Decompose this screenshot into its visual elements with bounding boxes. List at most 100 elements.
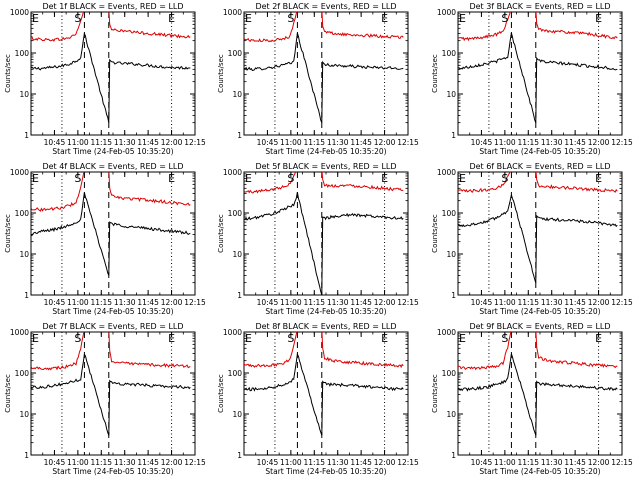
panel-det-5: Det 5f BLACK = Events, RED = LLD 1 10 100 10… [217,162,419,316]
x-tick-label: 11:45 [564,138,586,147]
x-tick-label: 12:15 [611,458,633,467]
y-tick-label: 10 [446,250,456,259]
y-tick-label: 1000 [437,8,456,17]
y-tick-label: 100 [228,49,243,58]
x-tick-label: 12:00 [588,458,610,467]
x-tick-label: 11:15 [517,138,539,147]
y-axis-label: Counts/sec [431,214,439,253]
x-tick-label: 11:45 [350,458,372,467]
y-tick-label: 10 [19,410,29,419]
x-tick-label: 11:30 [114,458,136,467]
x-axis-label: Start Time (24-Feb-05 10:35:20) [479,307,600,316]
time-marker-e: E [32,12,39,25]
time-marker-e: E [32,172,39,185]
x-tick-label: 12:15 [397,138,419,147]
x-tick-label: 11:00 [67,138,89,147]
series-line-lld [458,12,618,42]
y-tick-label: 10 [446,410,456,419]
y-tick-label: 10 [19,250,29,259]
x-tick-label: 11:15 [517,458,539,467]
time-marker-s: S [501,332,508,345]
panel-title: Det 5f BLACK = Events, RED = LLD [255,162,396,171]
plot-frame [243,11,409,136]
panel-title: Det 4f BLACK = Events, RED = LLD [42,162,183,171]
x-tick-label: 12:00 [161,458,183,467]
x-tick-label: 11:00 [280,458,302,467]
x-tick-label: 11:15 [303,298,325,307]
x-axis-label: Start Time (24-Feb-05 10:35:20) [479,467,600,476]
x-tick-label: 12:15 [397,458,419,467]
y-tick-label: 10 [446,90,456,99]
x-tick-label: 11:15 [90,298,112,307]
x-tick-label: 10:45 [471,458,493,467]
plot-frame [457,11,623,136]
y-tick-label: 100 [15,209,30,218]
panel-det-8: Det 8f BLACK = Events, RED = LLD 1 10 100 10… [217,322,419,476]
series-line-lld [31,332,191,371]
x-tick-label: 12:00 [161,138,183,147]
x-axis-label: Start Time (24-Feb-05 10:35:20) [52,147,173,156]
y-tick-label: 1000 [437,328,456,337]
series-line-lld [458,172,618,193]
y-tick-label: 1 [237,131,242,140]
time-marker-e: E [595,332,602,345]
x-axis-label: Start Time (24-Feb-05 10:35:20) [265,307,386,316]
x-tick-label: 11:00 [280,138,302,147]
plot-frame [457,331,623,456]
time-marker-e: E [168,172,175,185]
time-marker-e: E [32,332,39,345]
x-tick-label: 11:30 [541,138,563,147]
series-line-lld [244,172,404,194]
series-line-events [458,32,618,123]
y-axis-label: Counts/sec [4,54,12,93]
time-marker-s: S [501,12,508,25]
x-tick-label: 12:00 [374,458,396,467]
time-marker-e: E [459,12,466,25]
time-marker-e: E [381,12,388,25]
x-tick-label: 12:15 [611,298,633,307]
y-axis-label: Counts/sec [217,374,225,413]
x-tick-label: 12:15 [184,138,206,147]
series-line-lld [31,12,191,43]
x-tick-label: 12:00 [588,298,610,307]
x-tick-label: 12:15 [184,298,206,307]
panel-title: Det 9f BLACK = Events, RED = LLD [469,322,610,331]
time-marker-s: S [287,332,294,345]
x-tick-label: 12:15 [611,138,633,147]
time-marker-s: S [74,12,81,25]
x-tick-label: 11:45 [564,298,586,307]
y-tick-label: 10 [232,410,242,419]
series-line-events [244,33,404,123]
series-line-events [31,192,191,276]
time-marker-e: E [168,332,175,345]
y-tick-label: 1 [451,291,456,300]
y-tick-label: 1000 [10,168,29,177]
x-tick-label: 11:00 [280,298,302,307]
time-marker-e: E [459,172,466,185]
y-tick-label: 1000 [10,328,29,337]
panel-title: Det 7f BLACK = Events, RED = LLD [42,322,183,331]
y-tick-label: 100 [228,209,243,218]
y-tick-label: 1000 [223,8,242,17]
time-marker-e: E [381,172,388,185]
x-axis-label: Start Time (24-Feb-05 10:35:20) [52,307,173,316]
x-tick-label: 10:45 [471,298,493,307]
x-tick-label: 11:45 [137,138,159,147]
panel-det-1: Det 1f BLACK = Events, RED = LLD 1 10 100 10… [4,2,206,156]
y-tick-label: 1 [237,451,242,460]
x-tick-label: 11:30 [327,138,349,147]
panel-det-7: Det 7f BLACK = Events, RED = LLD 1 10 100 10… [4,322,206,476]
x-tick-label: 10:45 [257,138,279,147]
series-line-events [31,353,191,436]
y-tick-label: 1000 [437,168,456,177]
x-tick-label: 11:30 [114,298,136,307]
x-tick-label: 11:00 [494,298,516,307]
time-marker-e: E [595,12,602,25]
time-marker-s: S [501,172,508,185]
x-axis-label: Start Time (24-Feb-05 10:35:20) [479,147,600,156]
y-tick-label: 100 [15,369,30,378]
y-axis-label: Counts/sec [431,374,439,413]
series-line-events [31,31,191,123]
series-line-lld [244,12,404,43]
